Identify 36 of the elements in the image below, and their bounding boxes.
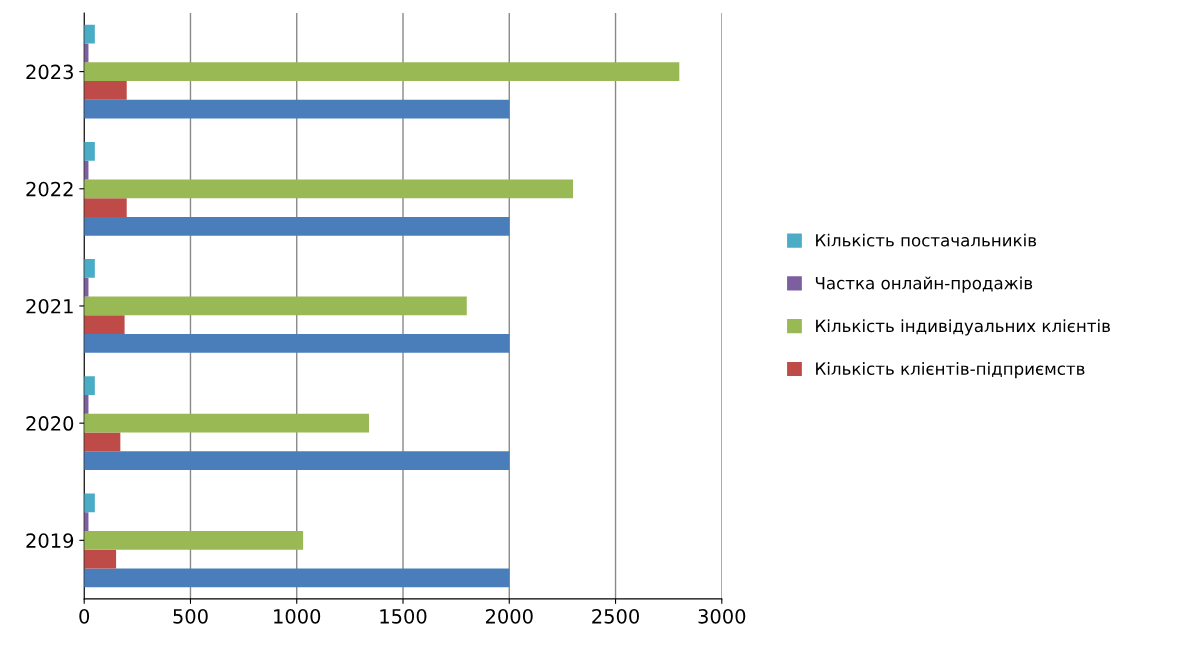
bar bbox=[84, 179, 574, 199]
legend-label: Кількість клієнтів-підприємств bbox=[816, 362, 1085, 379]
bar bbox=[84, 549, 117, 569]
x-tick-label: 1000 bbox=[274, 608, 321, 624]
y-tick-label: 2019 bbox=[26, 533, 74, 548]
x-tick-label: 1500 bbox=[380, 608, 427, 624]
bar bbox=[84, 493, 95, 513]
x-tick-label: 3000 bbox=[698, 608, 746, 624]
y-tick-label: 2023 bbox=[26, 64, 73, 80]
bar bbox=[84, 568, 510, 588]
bar bbox=[84, 334, 510, 353]
legend-label: Частка онлайн-продажів bbox=[815, 276, 1033, 293]
bar bbox=[84, 24, 95, 44]
bar bbox=[84, 216, 510, 236]
bar bbox=[84, 376, 95, 396]
x-tick-label: 500 bbox=[173, 608, 208, 624]
x-tick-label: 2000 bbox=[485, 608, 533, 624]
bar bbox=[84, 259, 95, 278]
bar bbox=[84, 62, 680, 81]
bar bbox=[84, 530, 304, 550]
legend-label: Кількість індивідуальних клієнтів bbox=[816, 319, 1110, 336]
bar bbox=[84, 80, 127, 100]
x-tick-label: 0 bbox=[79, 608, 90, 624]
bar bbox=[84, 296, 467, 316]
bar bbox=[84, 432, 121, 452]
y-tick-label: 2022 bbox=[26, 181, 73, 197]
bar bbox=[84, 99, 510, 119]
bar bbox=[84, 141, 95, 161]
y-tick-label: 2020 bbox=[26, 416, 74, 431]
bar bbox=[84, 413, 369, 433]
y-tick-label: 2021 bbox=[26, 298, 73, 314]
legend-label: Кількість постачальників bbox=[816, 233, 1037, 247]
bar bbox=[84, 198, 127, 217]
bar bbox=[84, 315, 125, 335]
bar bbox=[84, 451, 510, 471]
x-tick-label: 2500 bbox=[592, 608, 639, 624]
